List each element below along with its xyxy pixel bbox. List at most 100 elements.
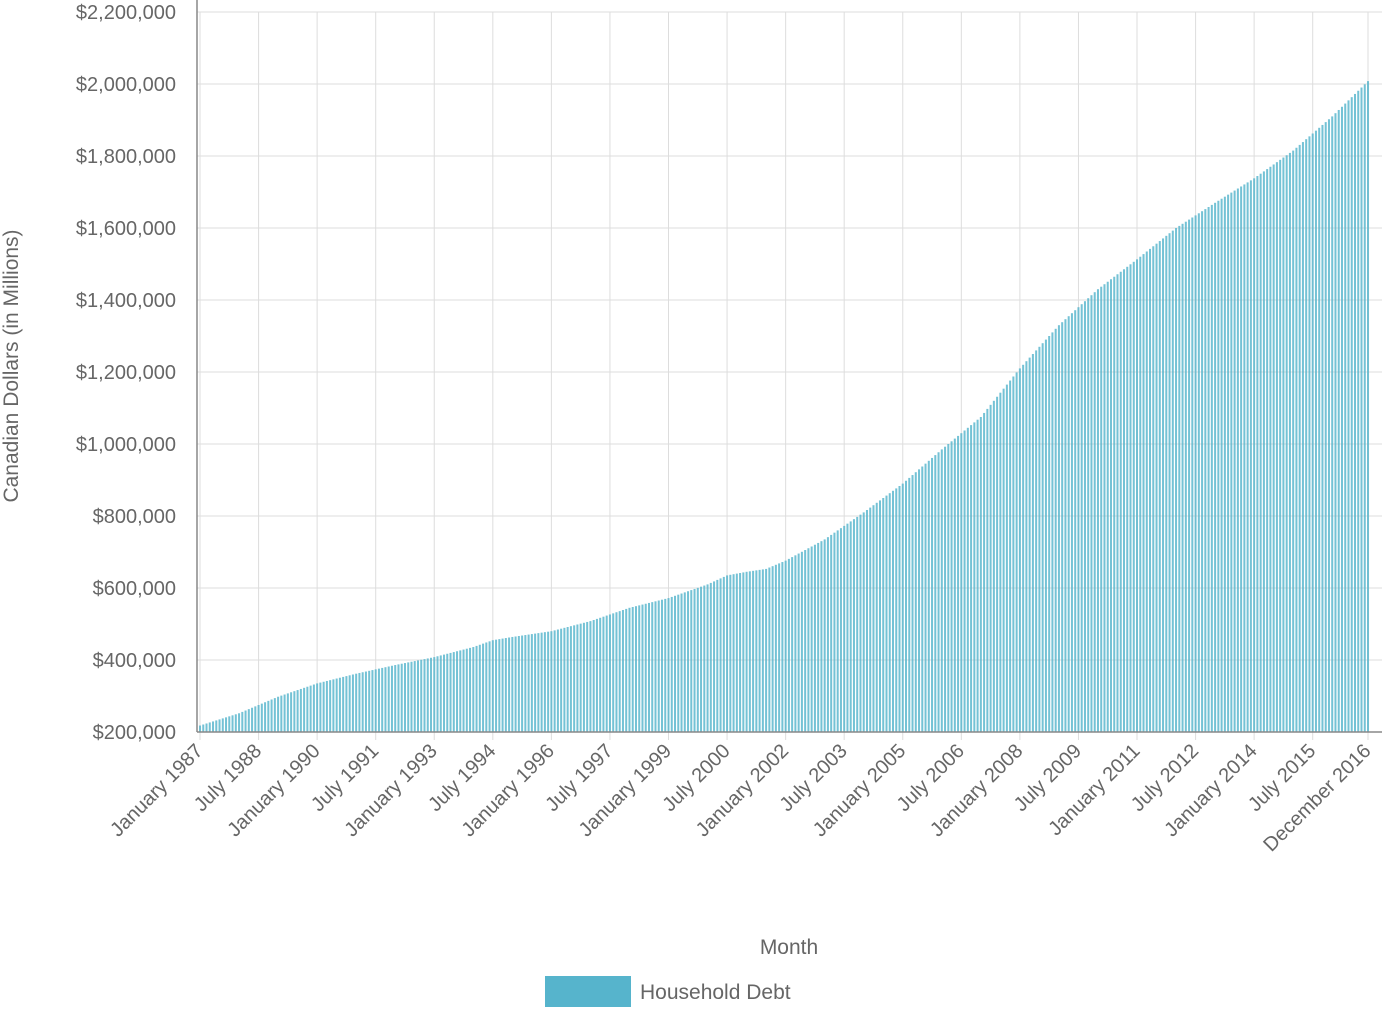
bar[interactable] [1122,269,1126,732]
bar[interactable] [1061,322,1064,732]
bar[interactable] [905,480,908,732]
bar[interactable] [1158,241,1161,733]
bar[interactable] [498,639,501,732]
bar[interactable] [1259,173,1262,732]
bar[interactable] [957,435,960,732]
bar[interactable] [1357,90,1360,732]
bar[interactable] [439,655,442,732]
bar[interactable] [397,664,400,732]
bar[interactable] [1249,180,1252,733]
bar[interactable] [267,700,270,732]
bar[interactable] [667,598,670,732]
bar[interactable] [228,716,231,732]
bar[interactable] [918,469,921,732]
bar[interactable] [1230,192,1233,733]
bar[interactable] [947,444,950,732]
bar[interactable] [713,581,716,732]
bar[interactable] [273,698,276,732]
bar[interactable] [511,636,514,732]
bar[interactable] [761,569,764,732]
bar[interactable] [332,679,335,732]
bar[interactable] [527,634,530,732]
bar[interactable] [277,696,280,732]
bar[interactable] [644,603,647,732]
bar[interactable] [693,588,696,732]
bar[interactable] [625,608,628,732]
bar[interactable] [322,681,325,732]
bar[interactable] [950,441,953,732]
bar[interactable] [264,702,267,732]
bar[interactable] [260,703,263,732]
bar[interactable] [817,542,820,732]
bar[interactable] [1240,186,1243,733]
bar[interactable] [794,555,797,732]
bar[interactable] [807,548,810,732]
bar[interactable] [660,599,664,732]
bar[interactable] [199,725,202,732]
bar[interactable] [859,514,862,732]
bar[interactable] [443,654,446,732]
bar[interactable] [989,404,992,732]
bar[interactable] [1031,354,1034,732]
bar[interactable] [403,663,406,732]
bar[interactable] [556,629,559,732]
legend-label-household-debt[interactable]: Household Debt [640,981,791,1004]
bar[interactable] [283,694,286,733]
bar[interactable] [517,636,520,732]
bar[interactable] [732,574,735,732]
bar[interactable] [429,657,433,732]
bar[interactable] [709,582,712,732]
bar[interactable] [1087,298,1090,732]
bar[interactable] [992,400,995,732]
bar[interactable] [748,571,751,732]
bar[interactable] [683,592,686,732]
bar[interactable] [1305,139,1308,732]
bar[interactable] [475,645,478,732]
bar[interactable] [355,673,358,732]
bar[interactable] [1308,136,1311,733]
bar[interactable] [465,648,468,732]
bar[interactable] [800,551,803,732]
bar[interactable] [865,510,868,732]
bar[interactable] [202,724,205,733]
bar[interactable] [1083,301,1086,732]
bar[interactable] [524,635,527,732]
bar[interactable] [1165,235,1168,732]
bar[interactable] [407,662,410,732]
bar[interactable] [309,685,312,732]
bar[interactable] [852,519,855,732]
bar[interactable] [944,446,947,732]
bar[interactable] [364,671,367,732]
bar[interactable] [449,652,452,732]
bar[interactable] [452,652,455,732]
bar[interactable] [888,493,891,732]
bar[interactable] [1080,304,1083,732]
bar[interactable] [1129,264,1132,732]
bar[interactable] [1204,209,1207,733]
bar[interactable] [608,614,611,732]
bar[interactable] [286,693,289,732]
bar[interactable] [1175,228,1178,732]
bar[interactable] [225,717,228,732]
bar[interactable] [342,676,345,732]
bar[interactable] [501,638,504,732]
bar[interactable] [218,719,221,732]
bar[interactable] [758,569,761,732]
bar[interactable] [1256,176,1259,732]
bar[interactable] [212,721,215,732]
legend-swatch-household-debt[interactable] [545,976,631,1007]
bar[interactable] [914,472,917,732]
bar[interactable] [638,605,641,732]
bar[interactable] [1298,144,1301,732]
bar[interactable] [1074,310,1077,732]
bar[interactable] [1275,162,1278,732]
bar[interactable] [970,425,973,732]
bar[interactable] [329,680,332,732]
bar[interactable] [891,490,895,732]
bar[interactable] [813,544,816,732]
bar[interactable] [1149,248,1152,732]
bar[interactable] [716,579,719,732]
bar[interactable] [560,628,563,732]
bar[interactable] [485,642,488,732]
bar[interactable] [787,558,790,732]
